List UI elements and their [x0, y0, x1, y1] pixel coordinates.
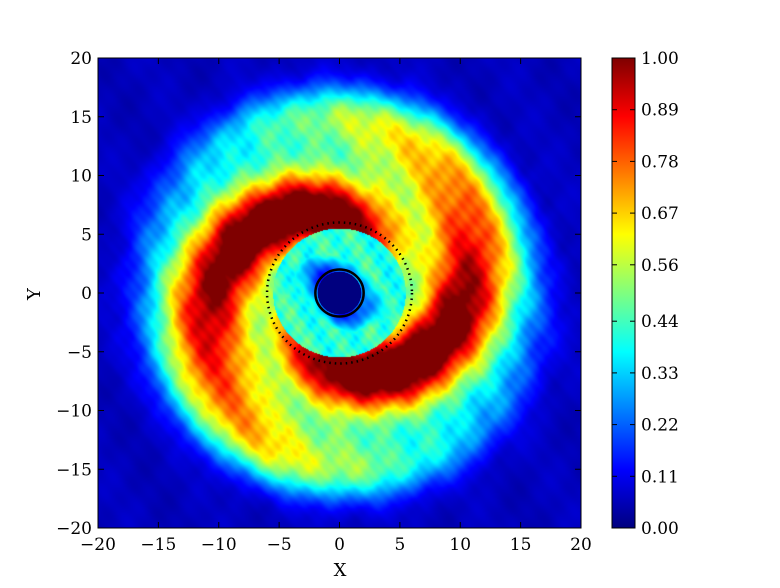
x-tick-label: −5 — [267, 535, 292, 555]
inner-hole-disk — [317, 271, 362, 315]
y-tick-label: −15 — [56, 460, 92, 480]
colorbar-tick-label: 1.00 — [641, 49, 679, 69]
y-tick-label: −20 — [56, 519, 92, 539]
y-axis-ticks: −20 −15 −10 −5 0 5 10 15 20 — [56, 49, 581, 539]
x-tick-label: −10 — [201, 535, 237, 555]
colorbar-tick-label: 0.78 — [641, 152, 679, 172]
colorbar-tick-label: 0.22 — [641, 416, 679, 436]
colorbar-tick-label: 0.67 — [641, 204, 679, 224]
y-tick-label: 0 — [81, 284, 92, 304]
plot-area — [97, 57, 582, 529]
x-tick-label: 10 — [449, 535, 471, 555]
inner-solid-circle — [314, 268, 365, 318]
y-tick-label: 20 — [70, 49, 92, 69]
colorbar-tick-label: 0.89 — [641, 101, 679, 121]
colorbar-tick-label: 0.00 — [641, 519, 679, 539]
y-axis-label: Y — [24, 287, 45, 301]
colorbar-fill — [612, 58, 635, 528]
colorbar-frame — [611, 57, 636, 529]
x-tick-label: 5 — [394, 535, 405, 555]
y-tick-label: −10 — [56, 402, 92, 422]
x-tick-label: 0 — [334, 535, 345, 555]
colorbar-tick-label: 0.56 — [641, 256, 679, 276]
x-tick-label: −20 — [80, 535, 116, 555]
colorbar-tick-label: 0.44 — [641, 312, 679, 332]
x-tick-label: −15 — [140, 535, 176, 555]
dotted-circle — [265, 221, 414, 365]
x-axis-ticks: −20 −15 −10 −5 0 5 10 15 20 — [80, 58, 592, 555]
x-tick-label: 15 — [510, 535, 532, 555]
x-tick-label: 20 — [570, 535, 592, 555]
y-tick-label: −5 — [67, 343, 92, 363]
y-tick-label: 5 — [81, 225, 92, 245]
plot-overlays — [265, 221, 414, 365]
y-tick-label: 10 — [70, 167, 92, 187]
colorbar-ticks: 0.00 0.11 0.22 0.33 0.44 0.56 0.67 0.78 0.89 1.00 — [612, 49, 679, 539]
y-tick-label: 15 — [70, 108, 92, 128]
x-axis-label: X — [334, 560, 347, 581]
colorbar-tick-label: 0.11 — [641, 467, 679, 487]
colorbar-tick-label: 0.33 — [641, 364, 679, 384]
colorbar: 0.00 0.11 0.22 0.33 0.44 0.56 0.67 0.78 0.89 1.00 — [611, 49, 679, 539]
